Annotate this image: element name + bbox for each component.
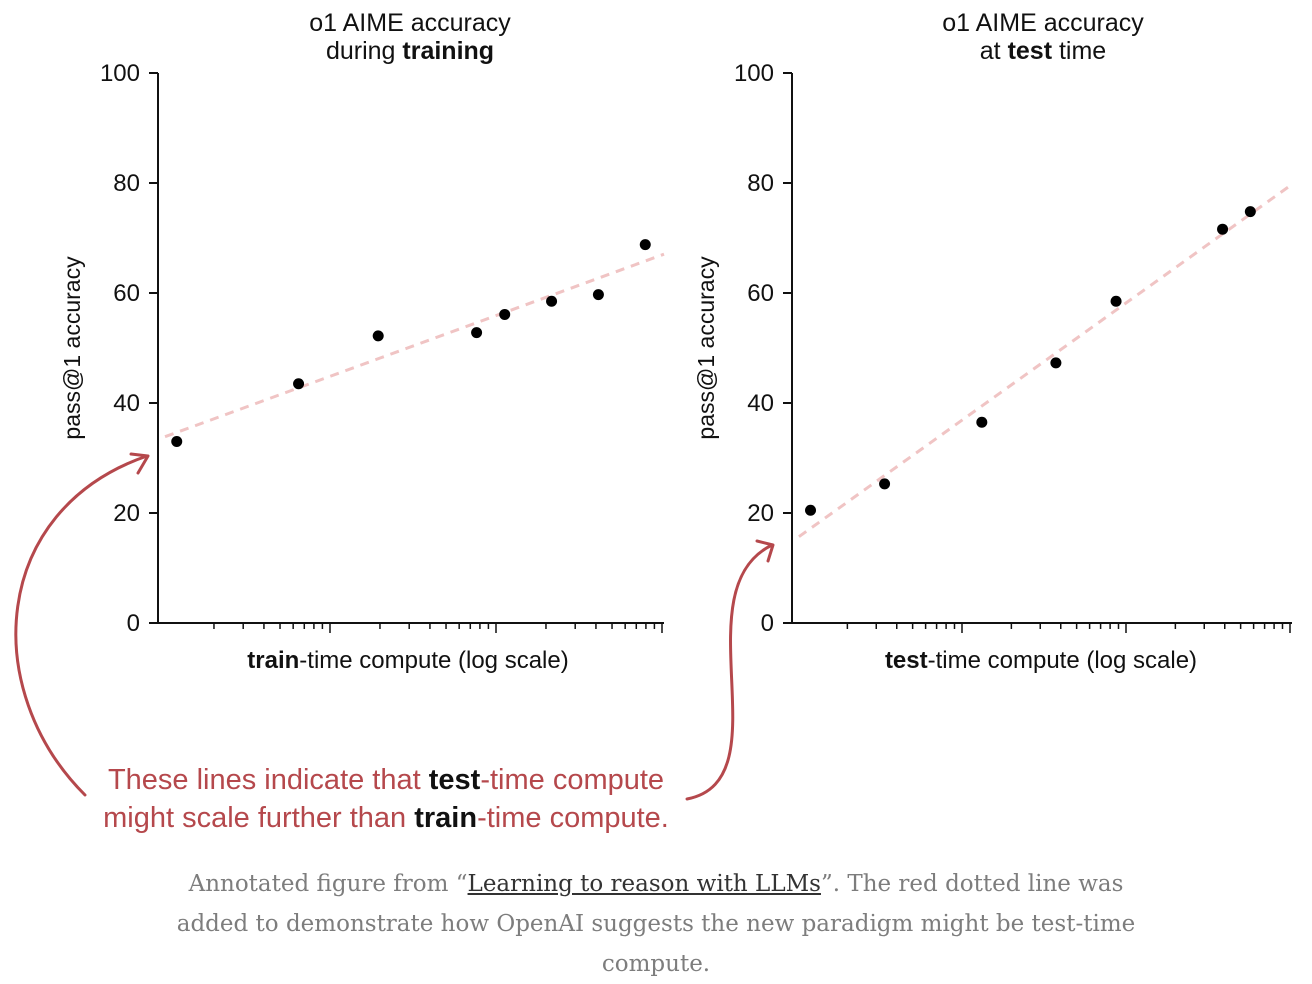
- trend-line-dashed: [164, 252, 665, 439]
- caption-link[interactable]: Learning to reason with LLMs: [467, 871, 821, 897]
- caption-suffix: ”. The red dotted line was added to demo…: [176, 871, 1136, 977]
- annotation-arrows: [14, 452, 775, 801]
- chart-title-line2: at test time: [980, 37, 1106, 65]
- data-point: [293, 378, 305, 390]
- data-point: [592, 289, 604, 301]
- y-tick-label: 100: [734, 60, 774, 87]
- data-point: [171, 436, 183, 447]
- data-point: [805, 504, 817, 516]
- data-point: [976, 416, 988, 428]
- y-tick-label: 0: [127, 610, 140, 637]
- axes: [149, 72, 664, 633]
- figure-caption: Annotated figure from “Learning to reaso…: [150, 864, 1162, 984]
- data-point: [639, 239, 651, 251]
- data-points: [171, 239, 651, 447]
- data-point: [471, 327, 483, 339]
- annotation-line1: These lines indicate that test-time comp…: [108, 764, 664, 796]
- annotated-figure: o1 AIME accuracy during training pass@1 …: [14, 9, 1293, 834]
- y-tick-label: 20: [113, 500, 140, 527]
- data-point: [1244, 206, 1256, 218]
- y-tick-label: 0: [761, 610, 774, 637]
- training-accuracy-chart: o1 AIME accuracy during training pass@1 …: [59, 9, 665, 674]
- y-tick-label: 100: [100, 60, 140, 87]
- y-tick-label: 40: [747, 390, 774, 417]
- y-tick-labels: 0 20 40 60 80 100: [100, 60, 140, 637]
- y-tick-label: 20: [747, 500, 774, 527]
- data-points: [805, 206, 1256, 516]
- y-tick-label: 60: [113, 280, 140, 307]
- data-point: [1217, 223, 1229, 235]
- arrow-head-right: [755, 539, 775, 563]
- y-tick-labels: 0 20 40 60 80 100: [734, 60, 774, 637]
- data-point: [372, 330, 384, 342]
- annotation-line2: might scale further than train-time comp…: [103, 802, 669, 834]
- y-axis-label: pass@1 accuracy: [693, 256, 719, 440]
- y-tick-label: 80: [747, 170, 774, 197]
- y-tick-label: 80: [113, 170, 140, 197]
- trend-line: [798, 183, 1293, 538]
- data-point: [1050, 357, 1062, 369]
- trend-line: [164, 252, 665, 439]
- y-tick-label: 60: [747, 280, 774, 307]
- arrow-to-test-line: [685, 543, 774, 801]
- axes: [783, 72, 1292, 633]
- caption-prefix: Annotated figure from “: [188, 871, 468, 897]
- y-tick-label: 40: [113, 390, 140, 417]
- data-point: [546, 295, 558, 307]
- chart-title-line2: during training: [326, 37, 494, 65]
- arrow-to-train-line: [14, 454, 149, 797]
- test-time-accuracy-chart: o1 AIME accuracy at test time pass@1 acc…: [693, 9, 1293, 674]
- data-point: [1110, 295, 1122, 307]
- trend-line-dashed: [798, 183, 1293, 538]
- chart-title-line1: o1 AIME accuracy: [942, 9, 1144, 37]
- data-point: [879, 478, 891, 490]
- data-point: [499, 308, 511, 320]
- arrow-head-left: [129, 452, 150, 475]
- y-axis-label: pass@1 accuracy: [59, 256, 85, 440]
- x-axis-label: train-time compute (log scale): [247, 647, 568, 674]
- chart-title-line1: o1 AIME accuracy: [309, 9, 511, 37]
- x-axis-label: test-time compute (log scale): [885, 647, 1197, 674]
